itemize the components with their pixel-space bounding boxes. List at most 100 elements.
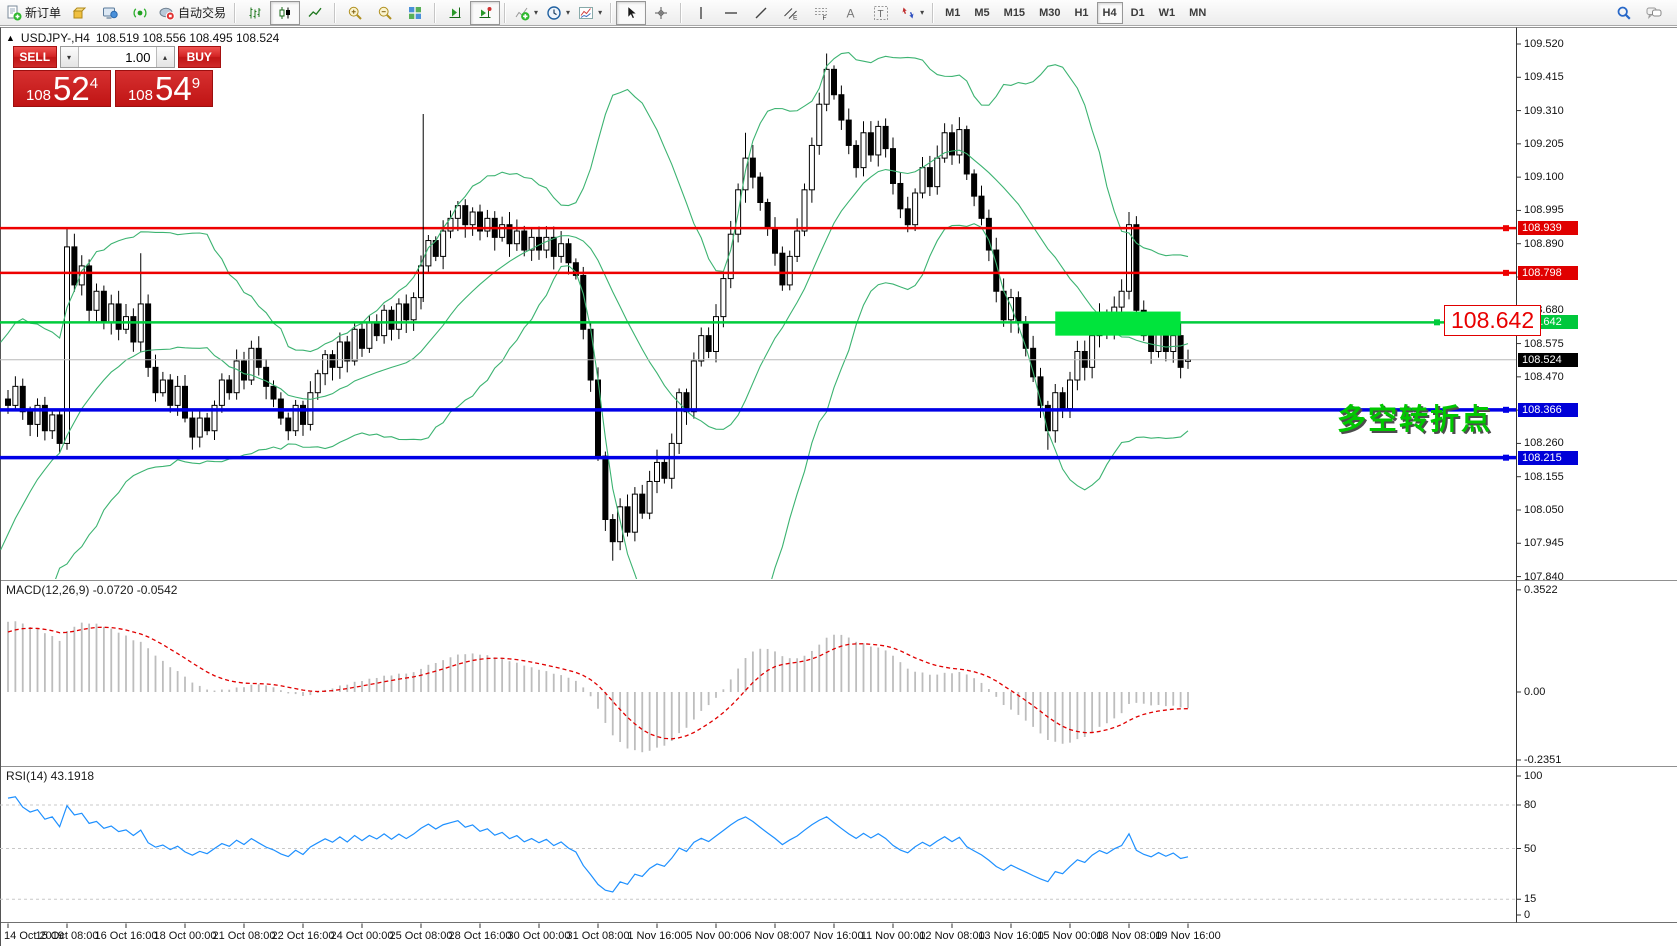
- add-indicator-icon: [515, 7, 530, 20]
- new-order-button[interactable]: 新订单: [2, 1, 65, 25]
- metaeditor-button[interactable]: [65, 1, 95, 25]
- toolbar-separator: [504, 2, 507, 23]
- timeframe-button-m1[interactable]: M1: [945, 6, 961, 19]
- signal-icon: [133, 7, 147, 18]
- buy-button[interactable]: BUY: [177, 46, 221, 68]
- line-chart-icon: [308, 7, 322, 17]
- template-button[interactable]: ▾: [574, 1, 606, 25]
- text-tool-button[interactable]: A: [836, 1, 866, 25]
- arrows-tool-button[interactable]: ▾: [896, 1, 928, 25]
- cube-icon: [72, 7, 87, 18]
- cursor-tool-button[interactable]: [616, 0, 647, 25]
- chart-shift-button[interactable]: [470, 0, 501, 25]
- chat-button[interactable]: [1639, 1, 1669, 25]
- sell-price-display[interactable]: 108 52 4: [13, 70, 111, 107]
- volume-increase-button[interactable]: ▴: [155, 47, 174, 67]
- text-label-tool-button[interactable]: T: [866, 1, 896, 25]
- time-tick-label: 31 Oct 08:00: [566, 930, 630, 942]
- toolbar-separator: [434, 2, 437, 23]
- price-tick-label: 109.310: [1524, 104, 1564, 117]
- time-tick-label: 24 Oct 00:00: [330, 930, 394, 942]
- time-tick-label: 11 Nov 00:00: [860, 930, 926, 942]
- price-tick-label: 109.415: [1524, 71, 1564, 84]
- toolbar-separator: [680, 2, 683, 23]
- search-icon: [1617, 6, 1631, 20]
- price-tick-label: 107.840: [1524, 570, 1564, 583]
- toolbar-separator: [234, 2, 237, 23]
- volume-decrease-button[interactable]: ▾: [60, 47, 79, 67]
- sell-price-handle: 108: [25, 87, 51, 104]
- bar-chart-button[interactable]: [240, 1, 270, 25]
- rsi-tick-label: 50: [1524, 842, 1537, 855]
- period-button[interactable]: ▾: [542, 1, 574, 25]
- time-tick-label: 15 Nov 00:00: [1037, 930, 1103, 942]
- volume-input[interactable]: 1.00: [78, 47, 156, 67]
- timeframe-button-m5[interactable]: M5: [974, 6, 990, 19]
- zoom-out-icon: [378, 6, 392, 20]
- time-tick-label: 15 Oct 08:00: [35, 930, 99, 942]
- price-tag: 108.939: [1518, 221, 1578, 236]
- price-tick-label: 109.205: [1524, 137, 1564, 150]
- zoom-in-button[interactable]: [340, 1, 370, 25]
- timeframe-button-w1[interactable]: W1: [1158, 6, 1176, 19]
- clock-icon: [547, 5, 561, 20]
- add-indicator-button[interactable]: ▾: [510, 1, 542, 25]
- autotrading-button[interactable]: 自动交易: [155, 1, 230, 25]
- vertical-line-tool-button[interactable]: [686, 1, 716, 25]
- channel-tool-button[interactable]: E: [776, 1, 806, 25]
- chart-ohlc-readout: 108.519 108.556 108.495 108.524: [95, 31, 280, 45]
- sell-price-big: 52: [52, 70, 90, 107]
- collapse-trade-panel-toggle[interactable]: ▲: [6, 33, 15, 43]
- fibonacci-tool-button[interactable]: F: [806, 1, 836, 25]
- timeframe-button-h1[interactable]: H1: [1074, 6, 1089, 19]
- price-callout-label[interactable]: 108.642: [1444, 305, 1542, 336]
- candlestick-chart-button[interactable]: [270, 0, 301, 25]
- horizontal-line-tool-button[interactable]: [716, 1, 746, 25]
- search-button[interactable]: [1609, 1, 1639, 25]
- time-tick-label: 5 Nov 00:00: [686, 930, 746, 942]
- buy-price-handle: 108: [127, 87, 153, 104]
- time-tick-label: 22 Oct 16:00: [271, 930, 335, 942]
- new-order-label: 新订单: [25, 6, 62, 20]
- template-icon: [579, 6, 594, 19]
- trendline-tool-button[interactable]: [746, 1, 776, 25]
- time-tick-label: 7 Nov 16:00: [804, 930, 864, 942]
- time-tick-label: 18 Nov 08:00: [1096, 930, 1162, 942]
- sell-price-pip: 4: [89, 75, 99, 92]
- text-icon: A: [847, 6, 855, 20]
- crosshair-tool-button[interactable]: [646, 1, 676, 25]
- line-chart-button[interactable]: [300, 1, 330, 25]
- buy-price-big: 54: [154, 70, 192, 107]
- price-tick-label: 108.050: [1524, 503, 1564, 516]
- monitor-user-icon: [103, 7, 118, 19]
- horizontal-line-icon: [725, 11, 738, 14]
- timeframe-button-m30[interactable]: M30: [1039, 6, 1061, 19]
- chart-symbol-title: USDJPY-,H4: [20, 31, 90, 45]
- rsi-label: RSI(14) 43.1918: [6, 769, 95, 783]
- svg-text:E: E: [793, 14, 798, 21]
- signals-button[interactable]: [125, 1, 155, 25]
- time-tick-label: 21 Oct 08:00: [212, 930, 276, 942]
- sell-button[interactable]: SELL: [13, 46, 57, 68]
- timeframe-button-m15[interactable]: M15: [1003, 6, 1026, 19]
- price-tick-label: 108.995: [1524, 204, 1564, 217]
- buy-price-display[interactable]: 108 54 9: [115, 70, 213, 107]
- dropdown-caret: ▾: [920, 8, 925, 17]
- turning-point-note[interactable]: 多空转折点: [1337, 404, 1493, 436]
- timeframe-button-mn[interactable]: MN: [1189, 6, 1207, 19]
- zoom-out-button[interactable]: [370, 1, 400, 25]
- svg-text:A: A: [847, 6, 855, 20]
- macd-tick-label: 0.00: [1524, 686, 1546, 698]
- community-button[interactable]: [95, 1, 125, 25]
- timeframe-button-h4[interactable]: H4: [1096, 1, 1123, 24]
- arrows-icon: [902, 7, 914, 18]
- auto-scroll-button[interactable]: [440, 1, 470, 25]
- trendline-icon: [755, 7, 767, 18]
- macd-tick-label: -0.2351: [1524, 754, 1562, 766]
- tile-windows-button[interactable]: [400, 1, 430, 25]
- timeframe-button-d1[interactable]: D1: [1130, 6, 1145, 19]
- chat-icon: [1646, 7, 1662, 19]
- rsi-tick-label: 80: [1524, 799, 1537, 811]
